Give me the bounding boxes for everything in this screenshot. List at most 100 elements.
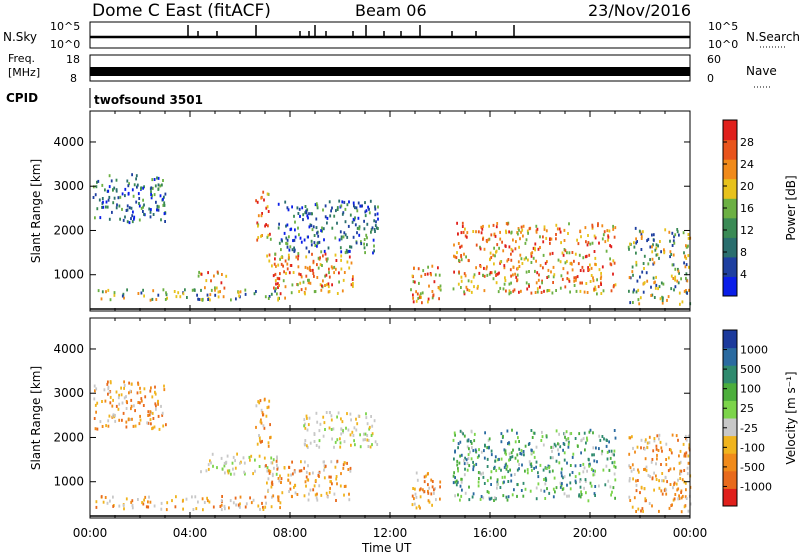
echo-cell bbox=[346, 461, 348, 465]
echo-cell bbox=[544, 482, 547, 486]
echo-cell bbox=[293, 246, 295, 250]
echo-cell bbox=[276, 467, 279, 471]
echo-cell bbox=[325, 283, 328, 287]
echo-cell bbox=[512, 265, 515, 269]
echo-cell bbox=[500, 440, 503, 444]
echo-cell bbox=[239, 495, 242, 499]
echo-cell bbox=[567, 278, 570, 282]
echo-cell bbox=[244, 288, 247, 292]
echo-cell bbox=[276, 292, 278, 296]
echo-cell bbox=[531, 251, 534, 255]
echo-cell bbox=[613, 460, 616, 464]
echo-cell bbox=[672, 253, 675, 257]
echo-cell bbox=[303, 442, 306, 446]
echo-cell bbox=[466, 468, 469, 472]
echo-cell bbox=[685, 289, 687, 292]
echo-cell bbox=[276, 463, 278, 467]
echo-cell bbox=[263, 456, 266, 460]
echo-cell bbox=[266, 406, 269, 410]
echo-cell bbox=[191, 288, 194, 292]
echo-cell bbox=[642, 262, 645, 265]
echo-cell bbox=[340, 250, 343, 254]
echo-cell bbox=[546, 487, 548, 491]
echo-cell bbox=[531, 436, 534, 439]
echo-cell bbox=[367, 445, 370, 448]
echo-cell bbox=[343, 461, 346, 465]
echo-cell bbox=[153, 193, 156, 197]
echo-cell bbox=[497, 272, 499, 276]
echo-cell bbox=[316, 204, 319, 208]
echo-cell bbox=[256, 221, 259, 225]
echo-cell bbox=[152, 289, 155, 293]
nsky-panel bbox=[89, 21, 691, 49]
echo-cell bbox=[244, 505, 247, 509]
echo-cell bbox=[123, 386, 125, 390]
echo-cell bbox=[312, 225, 315, 229]
echo-cell bbox=[260, 234, 262, 238]
echo-cell bbox=[308, 250, 310, 254]
echo-cell bbox=[351, 220, 354, 224]
echo-cell bbox=[667, 295, 670, 299]
echo-cell bbox=[605, 444, 608, 448]
echo-cell bbox=[263, 397, 266, 401]
echo-cell bbox=[592, 446, 595, 450]
echo-cell bbox=[268, 253, 271, 257]
echo-cell bbox=[373, 249, 375, 253]
echo-cell bbox=[153, 178, 156, 181]
echo-cell bbox=[480, 231, 483, 235]
echo-cell bbox=[311, 228, 314, 232]
echo-cell bbox=[499, 260, 502, 264]
echo-cell bbox=[595, 263, 597, 267]
echo-cell bbox=[355, 417, 357, 421]
echo-cell bbox=[283, 466, 286, 470]
echo-cell bbox=[373, 219, 376, 223]
echo-cell bbox=[228, 469, 231, 473]
echo-cell bbox=[455, 483, 458, 487]
echo-cell bbox=[610, 289, 613, 293]
echo-cell bbox=[613, 472, 616, 476]
echo-cell bbox=[374, 224, 377, 228]
echo-cell bbox=[605, 464, 608, 468]
echo-cell bbox=[259, 420, 262, 424]
echo-cell bbox=[567, 437, 570, 440]
echo-cell bbox=[632, 477, 634, 481]
echo-cell bbox=[415, 471, 418, 475]
echo-cell bbox=[260, 408, 263, 412]
echo-cell bbox=[427, 483, 429, 487]
echo-cell bbox=[92, 196, 95, 199]
echo-cell bbox=[344, 220, 347, 224]
echo-cell bbox=[157, 208, 160, 212]
echo-cell bbox=[419, 487, 422, 491]
echo-cell bbox=[371, 443, 373, 447]
echo-cell bbox=[336, 415, 338, 419]
echo-cell bbox=[206, 496, 208, 500]
echo-cell bbox=[504, 244, 507, 248]
echo-cell bbox=[687, 233, 690, 236]
echo-cell bbox=[537, 278, 540, 282]
echo-cell bbox=[277, 298, 279, 302]
echo-cell bbox=[594, 469, 596, 473]
echo-cell bbox=[336, 292, 339, 295]
echo-cell bbox=[677, 497, 680, 501]
echo-cell bbox=[600, 452, 603, 456]
echo-cell bbox=[546, 289, 549, 292]
echo-cell bbox=[162, 203, 165, 207]
echo-cell bbox=[544, 497, 547, 500]
echo-cell bbox=[277, 286, 279, 289]
echo-cell bbox=[548, 470, 551, 474]
echo-cell bbox=[133, 183, 136, 187]
echo-cell bbox=[564, 285, 567, 289]
echo-cell bbox=[652, 276, 655, 280]
echo-cell bbox=[266, 192, 269, 196]
echo-cell bbox=[532, 450, 535, 454]
echo-cell bbox=[424, 273, 427, 276]
echo-cell bbox=[286, 206, 289, 210]
echo-cell bbox=[636, 240, 638, 243]
echo-cell bbox=[486, 446, 489, 450]
echo-cell bbox=[363, 238, 366, 241]
echo-cell bbox=[467, 279, 470, 283]
echo-cell bbox=[490, 271, 493, 275]
echo-cell bbox=[520, 225, 523, 229]
echo-cell bbox=[454, 476, 456, 480]
echo-cell bbox=[137, 498, 139, 501]
